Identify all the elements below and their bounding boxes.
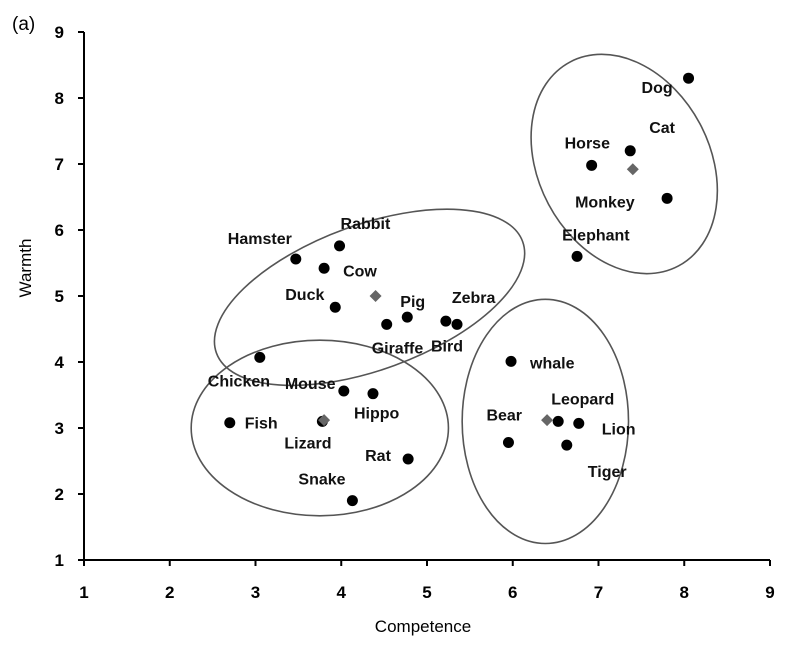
point-label: whale bbox=[529, 355, 575, 372]
data-point bbox=[254, 351, 266, 363]
point-label: Fish bbox=[245, 416, 278, 433]
y-tick-label: 3 bbox=[55, 419, 64, 438]
data-point bbox=[318, 262, 330, 274]
cluster-ellipse bbox=[213, 208, 526, 387]
data-point bbox=[561, 439, 573, 451]
point-label: Tiger bbox=[588, 464, 627, 481]
point-label: Chicken bbox=[208, 373, 270, 390]
point-label: Elephant bbox=[562, 227, 630, 244]
point-label: Pig bbox=[400, 294, 425, 311]
cluster-center-marker bbox=[626, 163, 639, 176]
point-label: Monkey bbox=[575, 194, 635, 211]
y-tick-label: 6 bbox=[55, 221, 64, 240]
point-label: Cat bbox=[649, 120, 675, 137]
cluster-ellipse bbox=[461, 298, 630, 545]
y-tick-label: 4 bbox=[55, 353, 65, 372]
y-tick-label: 5 bbox=[55, 287, 64, 306]
data-point bbox=[402, 453, 414, 465]
point-label: Hamster bbox=[228, 231, 292, 248]
y-tick-label: 2 bbox=[55, 485, 64, 504]
point-label: Cow bbox=[343, 263, 377, 280]
data-point bbox=[367, 388, 379, 400]
data-point bbox=[290, 253, 302, 265]
data-point bbox=[381, 318, 393, 330]
data-point bbox=[338, 385, 350, 397]
point-label: Bird bbox=[431, 338, 463, 355]
x-tick-label: 3 bbox=[251, 583, 260, 602]
x-tick-label: 1 bbox=[79, 583, 88, 602]
data-point bbox=[571, 250, 583, 262]
x-tick-label: 7 bbox=[594, 583, 603, 602]
y-tick-label: 7 bbox=[55, 155, 64, 174]
point-label: Snake bbox=[298, 472, 345, 489]
x-tick-label: 8 bbox=[680, 583, 689, 602]
x-tick-label: 9 bbox=[765, 583, 774, 602]
data-point bbox=[586, 159, 598, 171]
data-point bbox=[224, 417, 236, 429]
data-point bbox=[334, 240, 346, 252]
data-point bbox=[451, 318, 463, 330]
point-label: Zebra bbox=[452, 290, 496, 307]
data-point bbox=[661, 192, 673, 204]
data-point bbox=[624, 145, 636, 157]
data-point bbox=[573, 417, 585, 429]
data-point bbox=[552, 415, 564, 427]
point-label: Lizard bbox=[284, 435, 331, 452]
panel-label: (a) bbox=[12, 14, 36, 35]
data-point bbox=[401, 311, 413, 323]
data-point bbox=[329, 301, 341, 313]
data-point bbox=[505, 355, 517, 367]
data-point bbox=[683, 72, 695, 84]
point-label: Rat bbox=[365, 448, 391, 465]
x-tick-label: 5 bbox=[422, 583, 431, 602]
y-tick-label: 1 bbox=[55, 551, 64, 570]
data-point bbox=[346, 495, 358, 507]
x-tick-label: 2 bbox=[165, 583, 174, 602]
cluster-ellipse bbox=[530, 53, 719, 275]
x-axis-title: Competence bbox=[375, 617, 471, 636]
x-tick-label: 4 bbox=[337, 583, 347, 602]
x-tick-label: 6 bbox=[508, 583, 517, 602]
cluster-center-marker bbox=[541, 414, 554, 427]
cluster-center-marker bbox=[369, 290, 382, 302]
data-point bbox=[440, 315, 452, 327]
point-label: Giraffe bbox=[372, 340, 424, 357]
point-label: Dog bbox=[642, 80, 673, 97]
cluster-center-marker bbox=[318, 414, 331, 427]
point-label: Lion bbox=[602, 421, 636, 438]
point-label: Bear bbox=[486, 408, 522, 425]
cluster-ellipse bbox=[190, 339, 450, 517]
point-label: Duck bbox=[285, 287, 324, 304]
point-label: Hippo bbox=[354, 406, 400, 423]
y-axis-title: Warmth bbox=[16, 239, 35, 298]
point-label: Mouse bbox=[285, 376, 336, 393]
point-label: Rabbit bbox=[341, 216, 391, 233]
data-point bbox=[502, 437, 514, 449]
point-label: Leopard bbox=[551, 391, 614, 408]
y-tick-label: 9 bbox=[55, 23, 64, 42]
y-tick-label: 8 bbox=[55, 89, 64, 108]
point-label: Horse bbox=[565, 135, 610, 152]
